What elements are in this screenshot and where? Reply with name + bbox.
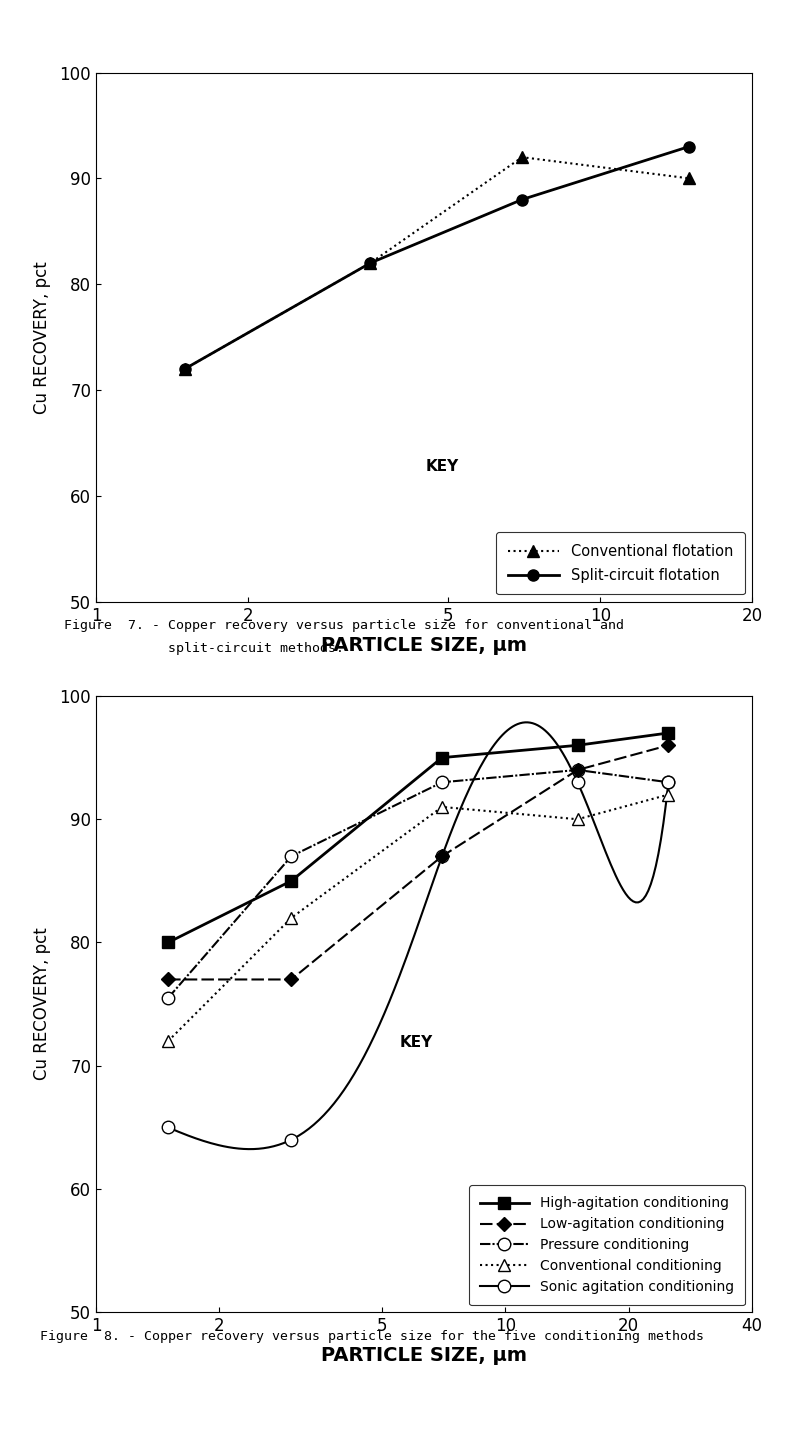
Text: KEY: KEY [399, 1035, 433, 1050]
X-axis label: PARTICLE SIZE, μm: PARTICLE SIZE, μm [321, 635, 527, 655]
Text: split-circuit methods.: split-circuit methods. [64, 642, 344, 655]
Y-axis label: Cu RECOVERY, pct: Cu RECOVERY, pct [33, 261, 51, 413]
X-axis label: PARTICLE SIZE, μm: PARTICLE SIZE, μm [321, 1346, 527, 1366]
Legend: High-agitation conditioning, Low-agitation conditioning, Pressure conditioning, : High-agitation conditioning, Low-agitati… [469, 1185, 745, 1305]
Text: Figure  8. - Copper recovery versus particle size for the five conditioning meth: Figure 8. - Copper recovery versus parti… [40, 1330, 704, 1343]
Text: Figure  7. - Copper recovery versus particle size for conventional and: Figure 7. - Copper recovery versus parti… [64, 619, 624, 632]
Legend: Conventional flotation, Split-circuit flotation: Conventional flotation, Split-circuit fl… [496, 532, 745, 594]
Y-axis label: Cu RECOVERY, pct: Cu RECOVERY, pct [33, 928, 51, 1080]
Text: KEY: KEY [426, 458, 458, 474]
